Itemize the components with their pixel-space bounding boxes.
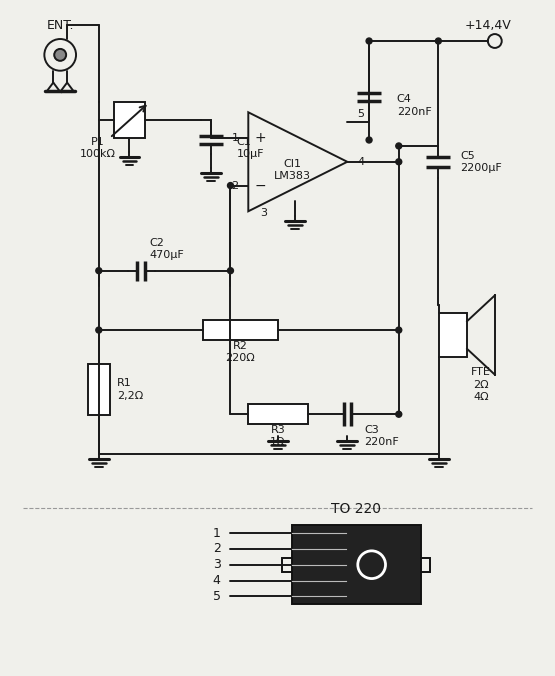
Text: 5: 5: [357, 110, 364, 119]
Text: R2
220Ω: R2 220Ω: [225, 341, 255, 363]
Bar: [282, 558, 292, 572]
Text: P1
100kΩ: P1 100kΩ: [80, 137, 116, 159]
Text: TO 220: TO 220: [331, 502, 381, 516]
Circle shape: [96, 268, 102, 274]
Text: C5
2200μF: C5 2200μF: [460, 151, 502, 173]
Bar: [282, 558, 292, 572]
Text: ENT.: ENT.: [47, 19, 74, 32]
Text: 1: 1: [213, 527, 220, 539]
Circle shape: [228, 268, 234, 274]
Bar: [292, 525, 421, 604]
Bar: [440, 313, 467, 357]
Text: 2: 2: [231, 180, 239, 191]
Circle shape: [436, 38, 441, 44]
Circle shape: [54, 49, 66, 61]
Circle shape: [366, 38, 372, 44]
Text: 3: 3: [213, 558, 220, 571]
Circle shape: [96, 327, 102, 333]
Bar: [421, 558, 431, 572]
Text: R3
1Ω: R3 1Ω: [270, 425, 286, 448]
Bar: [421, 558, 431, 572]
Bar: [203, 320, 278, 340]
Text: +: +: [254, 131, 266, 145]
Circle shape: [396, 159, 402, 165]
Text: FTE
2Ω
4Ω: FTE 2Ω 4Ω: [471, 367, 491, 402]
Text: 5: 5: [213, 590, 220, 603]
Circle shape: [396, 327, 402, 333]
Text: 4: 4: [357, 157, 364, 167]
Text: 3: 3: [261, 208, 268, 218]
Text: +14,4V: +14,4V: [465, 19, 512, 32]
Text: 4: 4: [213, 574, 220, 587]
Text: C2
470μF: C2 470μF: [149, 238, 184, 260]
Circle shape: [366, 137, 372, 143]
Text: R1
2,2Ω: R1 2,2Ω: [117, 379, 143, 401]
Text: C1
10μF: C1 10μF: [236, 137, 264, 159]
Circle shape: [396, 411, 402, 417]
Text: 2: 2: [213, 542, 220, 556]
Text: CI1
LM383: CI1 LM383: [274, 158, 311, 181]
Bar: [88, 364, 110, 415]
Bar: [114, 102, 145, 138]
Circle shape: [396, 143, 402, 149]
Bar: [248, 404, 307, 424]
Circle shape: [228, 183, 234, 189]
Text: C4
220nF: C4 220nF: [397, 94, 432, 116]
Text: −: −: [254, 178, 266, 193]
Text: 1: 1: [231, 133, 239, 143]
Text: C3
220nF: C3 220nF: [364, 425, 399, 448]
